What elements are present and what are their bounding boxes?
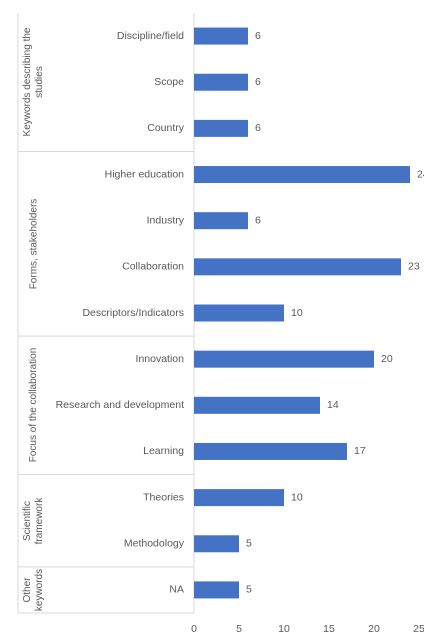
- value-label: 6: [255, 214, 261, 226]
- bar: [194, 350, 374, 368]
- y-tick-label: Theories: [143, 491, 184, 503]
- y-tick-label: Discipline/field: [117, 30, 184, 42]
- bar: [194, 73, 248, 91]
- y-tick-label: Descriptors/Indicators: [82, 307, 184, 319]
- y-tick-label: Learning: [143, 445, 184, 457]
- bar: [194, 442, 347, 460]
- x-tick-label: 25: [413, 623, 424, 634]
- y-tick-label: Collaboration: [122, 261, 184, 273]
- bar: [194, 166, 410, 184]
- bar: [194, 304, 284, 322]
- bar: [194, 489, 284, 507]
- x-tick-label: 5: [236, 623, 242, 634]
- bar: [194, 581, 239, 599]
- group-label: Keywords describing the studies: [22, 27, 46, 137]
- y-tick-label: Industry: [147, 214, 185, 226]
- bar: [194, 396, 320, 414]
- y-tick-label: Country: [147, 122, 185, 134]
- value-label: 6: [255, 30, 261, 42]
- value-label: 17: [354, 445, 366, 457]
- value-label: 10: [291, 491, 303, 503]
- value-label: 20: [381, 353, 393, 365]
- x-tick-label: 20: [368, 623, 380, 634]
- x-tick-label: 15: [323, 623, 335, 634]
- bar: [194, 27, 248, 45]
- value-label: 5: [246, 538, 252, 550]
- y-tick-label: Scope: [154, 76, 184, 88]
- bar: [194, 212, 248, 230]
- y-tick-label: Higher education: [105, 168, 185, 180]
- value-label: 6: [255, 122, 261, 134]
- value-label: 5: [246, 584, 252, 596]
- group-label: Focus of the collaboration: [28, 348, 40, 463]
- y-tick-label: Methodology: [124, 538, 185, 550]
- value-label: 14: [327, 399, 339, 411]
- group-label: Forms, stakeholders: [28, 198, 40, 290]
- y-tick-label: Innovation: [136, 353, 185, 365]
- value-label: 23: [408, 261, 420, 273]
- bar: [194, 119, 248, 137]
- y-tick-label: Research and development: [56, 399, 184, 411]
- group-label: Other keywords: [21, 568, 45, 612]
- value-label: 24: [417, 168, 424, 180]
- x-tick-label: 0: [191, 623, 197, 634]
- value-label: 10: [291, 307, 303, 319]
- bar: [194, 258, 401, 276]
- group-label: Scientific framework: [22, 497, 46, 545]
- y-tick-label: NA: [169, 584, 184, 596]
- x-tick-label: 10: [278, 623, 290, 634]
- value-label: 6: [255, 76, 261, 88]
- bar: [194, 535, 239, 553]
